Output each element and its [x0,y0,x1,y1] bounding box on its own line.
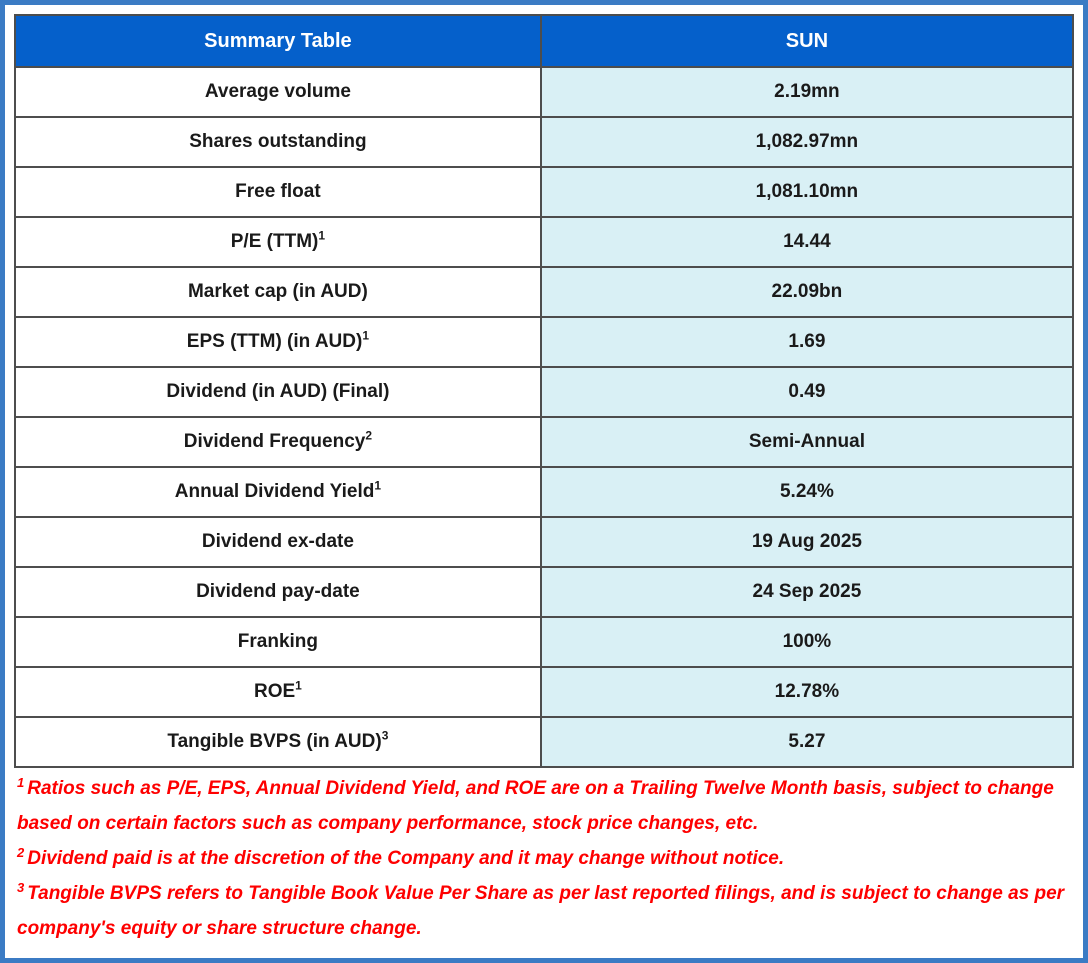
footnote: 2 Dividend paid is at the discretion of t… [17,844,785,869]
row-label: Annual Dividend Yield1 [14,466,542,518]
row-label: Free float [14,166,542,218]
row-value: 2.19mn [539,66,1075,118]
row-label: EPS (TTM) (in AUD)1 [14,316,542,368]
footnotes-section: 1 Ratios such as P/E, EPS, Annual Dividen… [14,771,1072,946]
row-value: 1,081.10mn [539,166,1075,218]
row-label: Shares outstanding [14,116,542,168]
ticker-header-cell: SUN [539,14,1075,68]
row-label: Dividend ex-date [14,516,542,568]
table-row: Market cap (in AUD) 22.09bn [14,266,1075,318]
table-row: P/E (TTM)1 14.44 [14,216,1075,268]
row-value: 1,082.97mn [539,116,1075,168]
row-value: 12.78% [539,666,1075,718]
footnote-marker: 1 [295,678,302,693]
row-label: ROE1 [14,666,542,718]
row-value: Semi-Annual [539,416,1075,468]
footnote-marker: 2 [365,428,373,443]
row-value: 5.27 [539,716,1075,768]
footnote-marker: 1 [374,478,382,493]
footnote-marker: 1 [17,774,25,790]
footnote: 1 Ratios such as P/E, EPS, Annual Dividen… [17,774,1054,834]
table-row: Annual Dividend Yield1 5.24% [14,466,1075,518]
row-value: 100% [539,616,1075,668]
row-label: Dividend Frequency2 [14,416,542,468]
row-label: Franking [14,616,542,668]
table-row: Dividend Frequency2 Semi-Annual [14,416,1075,468]
row-value: 24 Sep 2025 [539,566,1075,618]
row-label: P/E (TTM)1 [14,216,542,268]
footnote-marker: 1 [362,328,370,343]
footnote-marker: 2 [17,844,25,860]
row-value: 5.24% [539,466,1075,518]
row-value: 14.44 [539,216,1075,268]
footnote: 3 Tangible BVPS refers to Tangible Book V… [17,879,1065,939]
row-value: 19 Aug 2025 [539,516,1075,568]
row-label: Dividend pay-date [14,566,542,618]
table-row: Free float 1,081.10mn [14,166,1075,218]
table-row: Average volume 2.19mn [14,66,1075,118]
row-label: Market cap (in AUD) [14,266,542,318]
table-row: ROE1 12.78% [14,666,1075,718]
row-value: 1.69 [539,316,1075,368]
table-row: Dividend (in AUD) (Final) 0.49 [14,366,1075,418]
row-value: 22.09bn [539,266,1075,318]
table-row: Dividend ex-date 19 Aug 2025 [14,516,1075,568]
table-row: Franking 100% [14,616,1075,668]
footnote-marker: 1 [318,228,326,243]
table-header-row: Summary Table SUN [14,14,1075,68]
summary-table: Summary Table SUN Average volume 2.19mn Sh… [14,14,1075,768]
footnote-marker: 3 [381,728,389,743]
table-row: Tangible BVPS (in AUD)3 5.27 [14,716,1075,768]
table-row: Dividend pay-date 24 Sep 2025 [14,566,1075,618]
row-label: Average volume [14,66,542,118]
table-row: EPS (TTM) (in AUD)1 1.69 [14,316,1075,368]
table-row: Shares outstanding 1,082.97mn [14,116,1075,168]
summary-table-header-cell: Summary Table [14,14,542,68]
footnote-marker: 3 [17,879,25,895]
row-label: Dividend (in AUD) (Final) [14,366,542,418]
row-label: Tangible BVPS (in AUD)3 [14,716,542,768]
row-value: 0.49 [539,366,1075,418]
summary-table-body: Average volume 2.19mn Shares outstanding 1,… [14,66,1075,768]
